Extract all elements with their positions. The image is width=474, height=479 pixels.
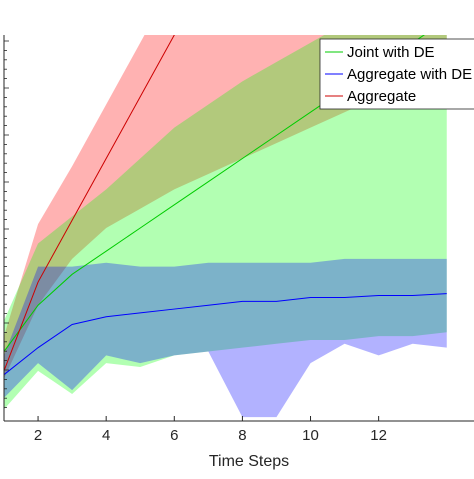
x-tick-label-8: 8 xyxy=(238,427,246,444)
legend: Joint with DE Aggregate with DE Aggregate xyxy=(319,38,474,110)
x-ticks: 2 4 6 8 10 12 xyxy=(34,416,387,444)
axes-layer xyxy=(3,35,474,422)
legend-label-aggregate-with-de: Aggregate with DE xyxy=(347,66,472,83)
x-axis-label: Time Steps xyxy=(209,453,289,470)
aggregate-band xyxy=(4,35,447,379)
x-tick-label-12: 12 xyxy=(370,427,387,444)
aggregate-with-de-line xyxy=(4,293,447,376)
x-tick-label-10: 10 xyxy=(302,427,319,444)
x-tick-label-4: 4 xyxy=(102,427,110,444)
legend-label-aggregate: Aggregate xyxy=(347,88,416,105)
legend-box xyxy=(319,38,474,110)
aggregate-with-de-band xyxy=(4,258,447,418)
legend-label-joint-with-de: Joint with DE xyxy=(347,44,435,61)
aggregate-line xyxy=(4,35,175,371)
x-tick-label-6: 6 xyxy=(170,427,178,444)
x-tick-label-2: 2 xyxy=(34,427,42,444)
